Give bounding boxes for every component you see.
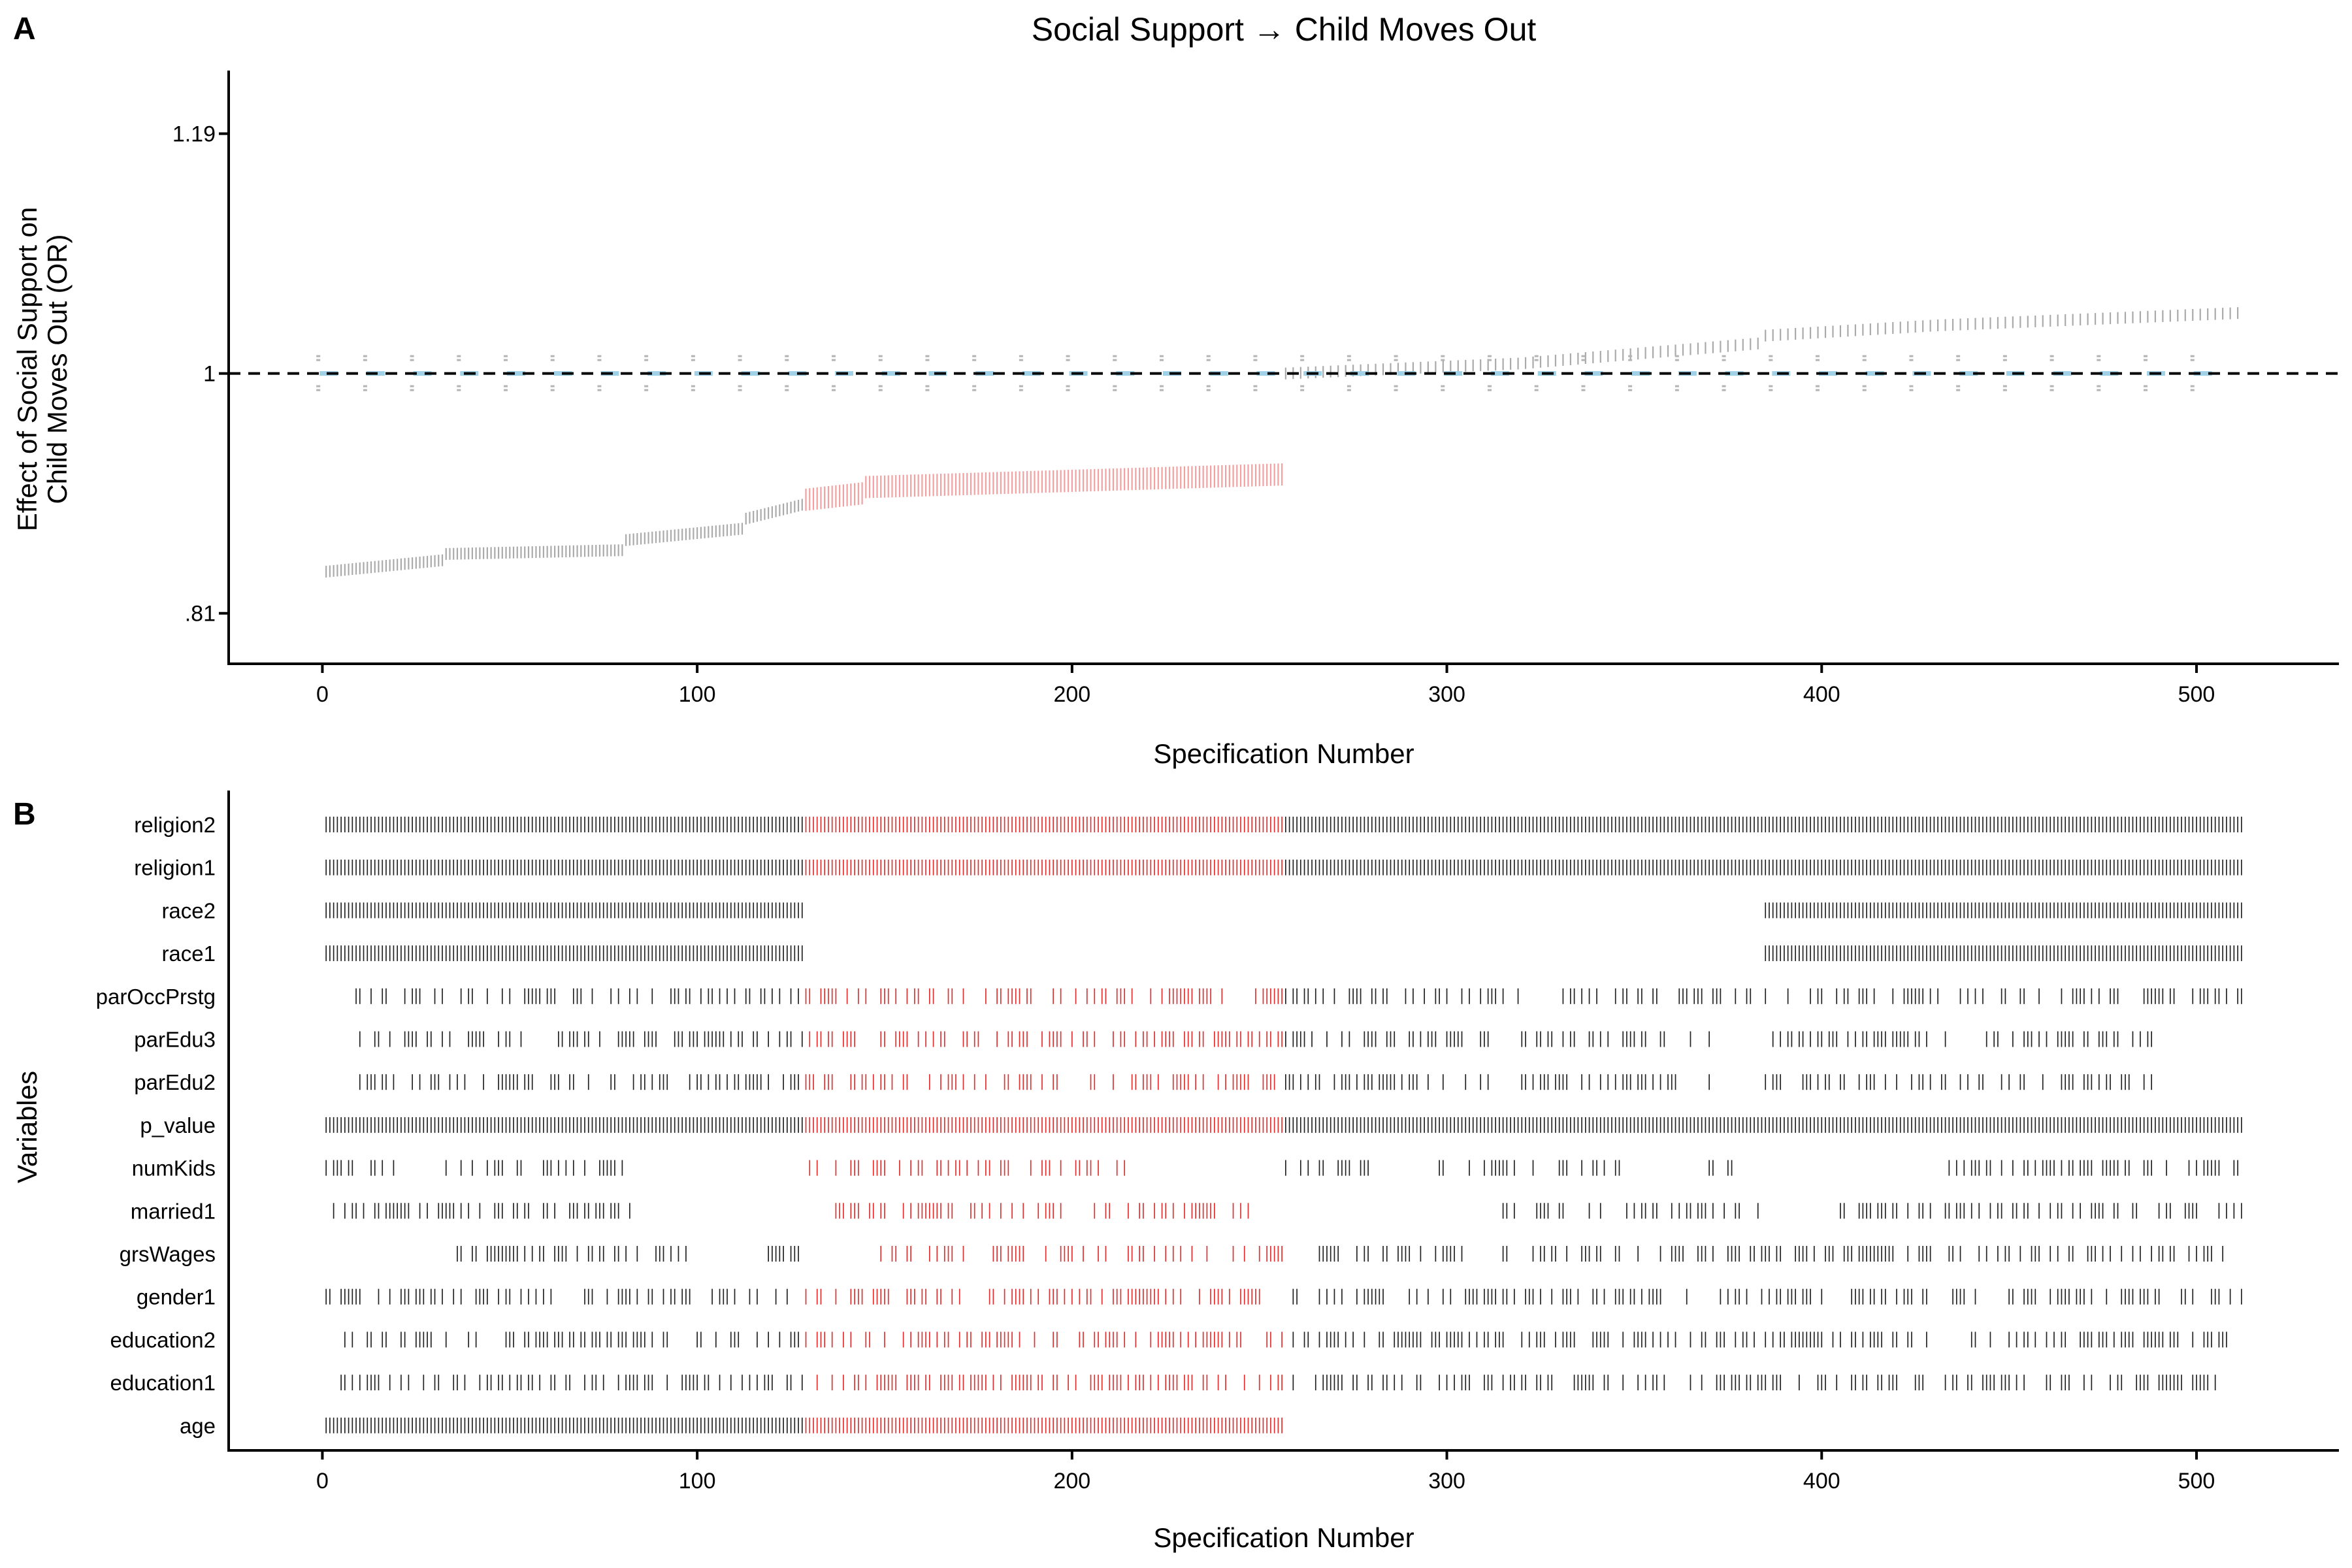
chart-b-x-tick-label: 400 [1803, 1469, 1840, 1494]
chart-a-x-tick-label: 500 [2178, 682, 2215, 707]
chart-b-x-tick-label: 200 [1053, 1469, 1090, 1494]
chart-b-variable-label: education2 [110, 1328, 216, 1352]
chart-b-row-parEdu3 [359, 1031, 2152, 1047]
chart-b-variable-label: race2 [161, 898, 216, 923]
chart-a-x-axis-title: Specification Number [1153, 738, 1414, 769]
chart-b-variable-label: p_value [140, 1113, 216, 1137]
chart-b-x-tick-label: 300 [1428, 1469, 1465, 1494]
chart-a-x-tick-label: 200 [1053, 682, 1090, 707]
chart-b-x-tick-label: 100 [679, 1469, 716, 1494]
chart-b-variable-label: parEdu2 [134, 1070, 216, 1094]
chart-b-variable-label: grsWages [120, 1242, 216, 1266]
chart-b-y-axis-title: Variables [12, 1071, 42, 1183]
chart-a-title: Social Support → Child Moves Out [1032, 11, 1537, 48]
chart-a-series-not_significant [325, 498, 803, 578]
chart-a-y-tick-label: 1.19 [172, 122, 216, 147]
chart-b-variable-label: gender1 [137, 1285, 216, 1309]
chart-b-row-parOccPrstg [355, 988, 2242, 1004]
chart-a-y-axis-title: Effect of Social Support on Child Moves … [12, 207, 73, 532]
chart-b-row-religion1 [325, 859, 2242, 875]
chart-b-row-education2 [344, 1331, 2227, 1348]
chart-a-x-tick-label: 300 [1428, 682, 1465, 707]
chart-a-series-significant_negative [805, 463, 1283, 511]
chart-a-x-tick-label: 100 [679, 682, 716, 707]
chart-b-row-religion2 [325, 817, 2242, 832]
chart-a-series-not_significant [1765, 307, 2239, 342]
chart-b-x-axis-title: Specification Number [1153, 1522, 1414, 1553]
chart-a-y-axis-title-line-2: Child Moves Out (OR) [42, 234, 73, 504]
chart-b-row-education1 [340, 1375, 2216, 1391]
chart-b-x-tick-label: 0 [316, 1469, 329, 1494]
chart-b-plot-area [325, 817, 2242, 1433]
chart-b-variable-label: education1 [110, 1371, 216, 1395]
chart-b-row-numKids [325, 1160, 2238, 1176]
chart-b-row-race2 [325, 902, 2242, 919]
chart-a-y-ticks: .81 1 1.19 [172, 122, 229, 627]
panel-b-label: B [13, 797, 36, 832]
chart-b-variable-label: numKids [132, 1156, 216, 1181]
chart-b-variable-label: parOccPrstg [96, 985, 216, 1009]
chart-b-row-race1 [325, 945, 2242, 962]
chart-b-row-parEdu2 [359, 1074, 2152, 1090]
chart-a-y-tick-label: .81 [185, 602, 216, 627]
chart-a-y-tick-label: 1 [203, 362, 216, 387]
chart-b-row-gender1 [325, 1288, 2242, 1305]
chart-b-x-ticks: 0 100 200 300 400 500 [316, 1450, 2215, 1494]
chart-b-variable-label: age [180, 1414, 216, 1438]
chart-b-variable-labels: religion2 religion1 race2 race1 parOccPrstg p… [96, 813, 216, 1438]
chart-a-x-tick-label: 400 [1803, 682, 1840, 707]
chart-b-row-grsWages [457, 1246, 2223, 1262]
panel-a-label: A [13, 12, 36, 46]
chart-b-variable-label: married1 [131, 1199, 216, 1223]
chart-b-variable-label: religion2 [134, 813, 216, 837]
chart-a-x-ticks: 0 100 200 300 400 500 [316, 664, 2215, 707]
chart-b-variable-label: parEdu3 [134, 1028, 216, 1052]
chart-b-row-married1 [333, 1203, 2242, 1219]
chart-b-row-age [325, 1417, 1282, 1433]
chart-a-y-axis-title-line-1: Effect of Social Support on [12, 207, 42, 532]
chart-a-x-tick-label: 0 [316, 682, 329, 707]
chart-b-x-tick-label: 500 [2178, 1469, 2215, 1494]
chart-a-plot-area [316, 307, 2239, 578]
chart-b-row-p_value [325, 1117, 2242, 1133]
chart-b-variable-label: religion1 [134, 856, 216, 880]
chart-b-variable-label: race1 [161, 941, 216, 966]
